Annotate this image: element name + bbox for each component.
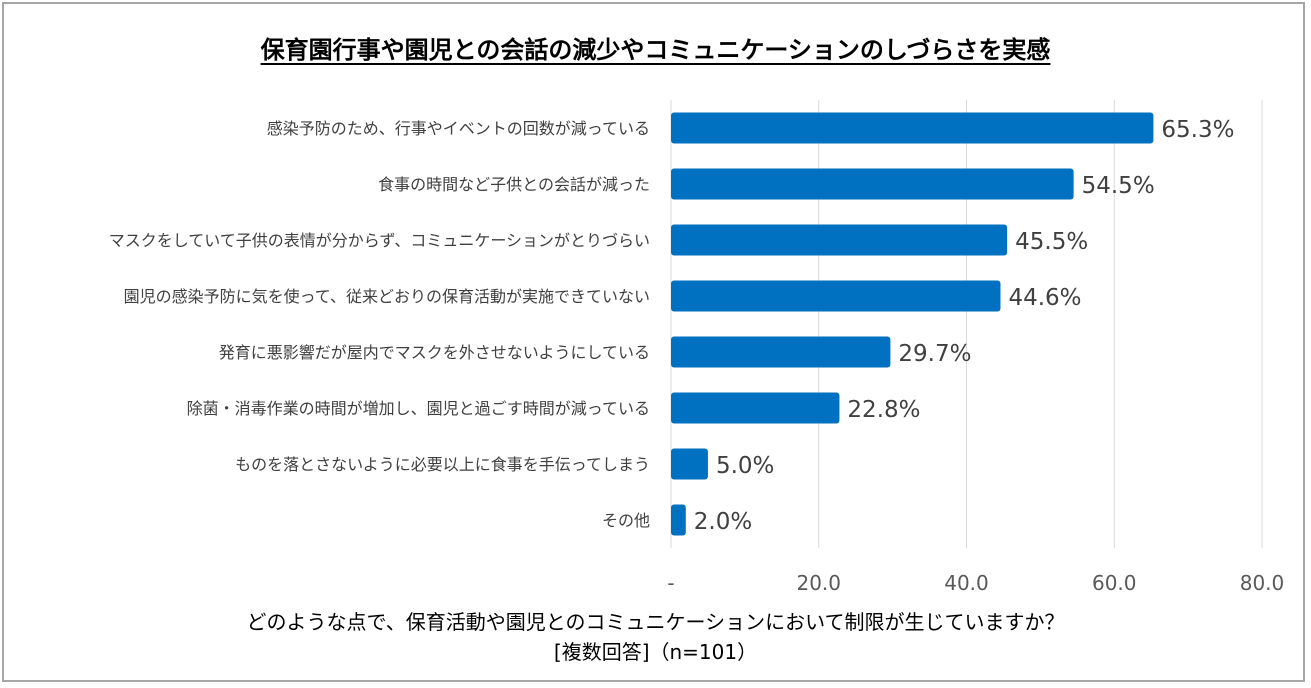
value-label: 22.8% — [847, 397, 920, 423]
bar — [671, 336, 891, 368]
category-label: ものを落とさないように必要以上に食事を手伝ってしまう — [235, 455, 650, 474]
gridlines — [670, 100, 1263, 548]
value-label: 44.6% — [1008, 285, 1081, 311]
bar — [671, 448, 708, 480]
x-tick-label: 40.0 — [944, 571, 989, 595]
category-label: 感染予防のため、行事やイベントの回数が減っている — [267, 119, 650, 138]
bar-chart: 感染予防のため、行事やイベントの回数が減っている食事の時間など子供との会話が減っ… — [109, 100, 1284, 595]
category-label: その他 — [602, 511, 650, 530]
x-tick-labels: - 20.0 40.0 60.0 80.0 — [667, 571, 1284, 595]
bars — [671, 112, 1154, 536]
x-tick-label: 20.0 — [796, 571, 841, 595]
value-label: 29.7% — [898, 341, 971, 367]
category-label: 食事の時間など子供との会話が減った — [378, 175, 650, 194]
bar — [671, 112, 1154, 144]
x-tick-label: 60.0 — [1092, 571, 1137, 595]
bar — [671, 168, 1074, 200]
value-label: 45.5% — [1015, 229, 1088, 255]
bar — [671, 392, 840, 424]
category-label: 除菌・消毒作業の時間が増加し、園児と過ごす時間が減っている — [187, 399, 650, 418]
value-label: 65.3% — [1161, 117, 1234, 143]
category-label: 園児の感染予防に気を使って、従来どおりの保育活動が実施できていない — [124, 287, 650, 306]
category-label: 発育に悪影響だが屋内でマスクを外させないようにしている — [219, 343, 650, 362]
category-label: マスクをしていて子供の表情が分からず、コミュニケーションがとりづらい — [109, 231, 650, 250]
bar — [671, 280, 1001, 312]
bar — [671, 504, 686, 536]
x-tick-label: 80.0 — [1240, 571, 1285, 595]
value-label: 2.0% — [694, 509, 752, 535]
value-label: 54.5% — [1082, 173, 1155, 199]
chart-title: 保育園行事や園児との会話の減少やコミュニケーションのしづらさを実感 — [0, 30, 1311, 65]
x-tick-label: - — [667, 571, 674, 595]
x-axis-caption-line1: どのような点で、保育活動や園児とのコミュニケーションにおいて制限が生じていますか… — [246, 610, 1065, 634]
x-axis-caption-line2: [複数回答]（n=101） — [553, 640, 758, 664]
category-labels: 感染予防のため、行事やイベントの回数が減っている食事の時間など子供との会話が減っ… — [109, 119, 650, 530]
value-label: 5.0% — [716, 453, 774, 479]
value-labels: 65.3% 54.5% 45.5% 44.6% 29.7% 22.8% 5.0% 2.0% — [694, 117, 1235, 535]
bar — [671, 224, 1008, 256]
chart-title-text: 保育園行事や園児との会話の減少やコミュニケーションのしづらさを実感 — [260, 36, 1051, 64]
